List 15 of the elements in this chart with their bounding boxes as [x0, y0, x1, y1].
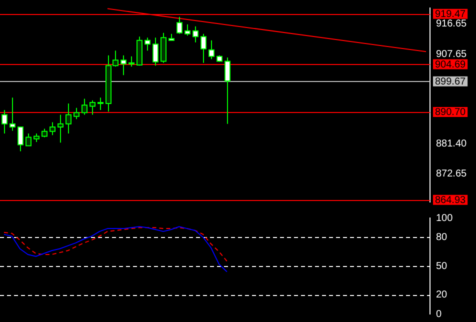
y-tick-label: 881.40 [436, 138, 468, 150]
ref-line-label: 919.47 [435, 9, 466, 20]
y-tick-label: 80 [436, 232, 448, 243]
ref-line-label: 890.70 [435, 107, 466, 118]
y-tick-label: 907.65 [436, 48, 468, 60]
ref-line-label: 904.69 [435, 60, 466, 71]
y-tick-label: 20 [436, 290, 448, 301]
ref-line-label: 864.93 [435, 195, 466, 206]
y-tick-label: 916.65 [436, 18, 468, 30]
y-tick-label: 100 [436, 212, 454, 224]
y-tick-label: 50 [436, 260, 448, 272]
y-tick-label: 872.65 [436, 168, 468, 180]
line-series [3, 227, 228, 262]
y-tick-label: 0 [436, 308, 442, 320]
ref-line-label: 899.67 [435, 76, 466, 88]
